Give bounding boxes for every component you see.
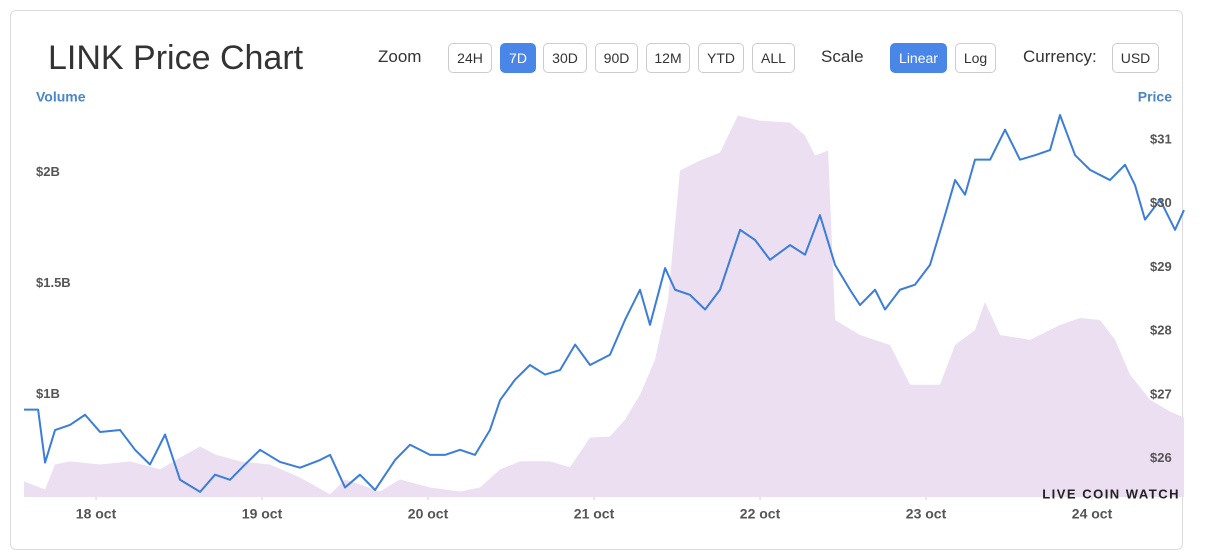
x-tick-label: 21 oct (574, 506, 615, 522)
currency-label: Currency: (1023, 47, 1097, 66)
y-tick-label: $1.5B (36, 275, 71, 290)
y-tick-label: $1B (36, 386, 60, 401)
y2-tick-label: $30 (1150, 195, 1172, 210)
zoom-button[interactable]: 90D (595, 43, 638, 73)
scale-button[interactable]: Log (955, 43, 996, 73)
chart-title: LINK Price Chart (48, 39, 304, 77)
y2-tick-label: $28 (1150, 323, 1172, 338)
x-tick-label: 19 oct (242, 506, 283, 522)
scale-label: Scale (821, 47, 864, 66)
y2-tick-label: $29 (1150, 259, 1172, 274)
watermark: LIVE COIN WATCH (1042, 486, 1180, 501)
currency-button[interactable]: USD (1112, 43, 1159, 73)
zoom-label: Zoom (378, 47, 422, 66)
zoom-button[interactable]: 30D (543, 43, 587, 73)
y-axis-title: Volume (36, 89, 86, 105)
x-tick-label: 22 oct (740, 506, 781, 522)
zoom-button[interactable]: 24H (448, 43, 492, 73)
x-tick-label: 23 oct (906, 506, 947, 522)
zoom-button[interactable]: 12M (646, 43, 690, 73)
price-line (24, 114, 1185, 493)
scale-button[interactable]: Linear (890, 43, 947, 73)
x-tick-label: 18 oct (76, 506, 117, 522)
y2-tick-label: $31 (1150, 131, 1172, 146)
zoom-button[interactable]: YTD (698, 43, 744, 73)
y2-tick-label: $26 (1150, 450, 1172, 465)
x-tick-label: 20 oct (408, 506, 449, 522)
y2-axis-title: Price (1138, 89, 1172, 105)
zoom-button[interactable]: 7D (500, 43, 536, 73)
plot-area: $1B $1.5B $2B $26 $27 $28 $29 $30 $31 18 oct 19 oc… (24, 114, 1185, 522)
x-tick-label: 24 oct (1072, 506, 1113, 522)
zoom-button[interactable]: ALL (752, 43, 795, 73)
y2-tick-label: $27 (1150, 386, 1172, 401)
y-tick-label: $2B (36, 164, 60, 179)
volume-area (24, 115, 1184, 498)
